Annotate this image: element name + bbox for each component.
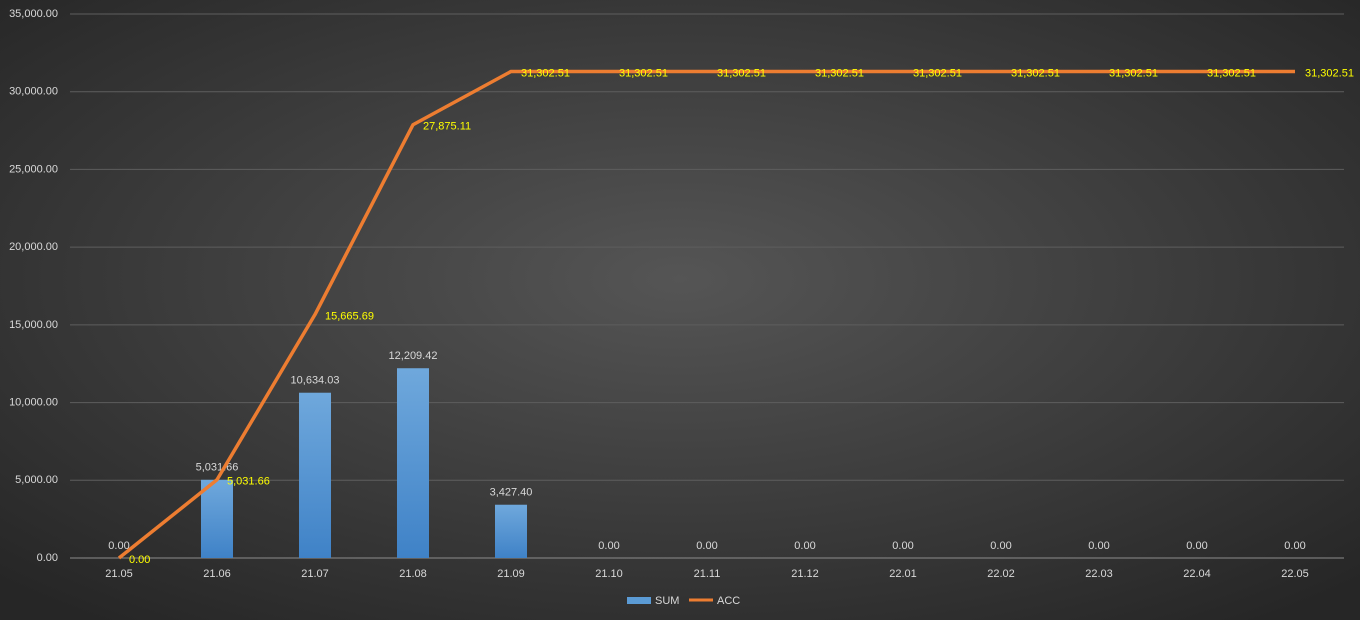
line-value-label: 31,302.51 (619, 67, 668, 79)
x-tick-label: 21.06 (203, 568, 231, 580)
bar-value-label: 10,634.03 (291, 375, 340, 387)
x-tick-label: 21.10 (595, 568, 623, 580)
bar-value-label: 0.00 (1088, 540, 1109, 552)
line-value-label: 31,302.51 (1305, 67, 1354, 79)
x-tick-label: 21.07 (301, 568, 329, 580)
bar (397, 368, 429, 558)
bar-value-label: 0.00 (1284, 540, 1305, 552)
bar-value-label: 0.00 (696, 540, 717, 552)
bar (495, 504, 527, 558)
line (117, 69, 1295, 560)
bar-value-label: 3,427.40 (490, 487, 533, 499)
y-tick-label: 0.00 (37, 552, 58, 564)
y-tick-label: 5,000.00 (15, 474, 58, 486)
y-tick-label: 25,000.00 (9, 163, 58, 175)
line-value-label: 31,302.51 (1109, 67, 1158, 79)
bar-value-label: 0.00 (892, 540, 913, 552)
bar-value-label: 12,209.42 (389, 350, 438, 362)
y-tick-label: 10,000.00 (9, 396, 58, 408)
line-value-label: 31,302.51 (1207, 67, 1256, 79)
line-value-label: 5,031.66 (227, 476, 270, 488)
line-value-label: 31,302.51 (717, 67, 766, 79)
x-tick-label: 22.04 (1183, 568, 1211, 580)
bar-value-label: 0.00 (794, 540, 815, 552)
x-tick-label: 22.02 (987, 568, 1015, 580)
legend-swatch (627, 597, 651, 604)
bar (299, 392, 331, 558)
line-value-label: 31,302.51 (521, 67, 570, 79)
bar-value-label: 0.00 (598, 540, 619, 552)
line-value-label: 31,302.51 (815, 67, 864, 79)
line-value-label: 0.00 (129, 554, 150, 566)
y-tick-label: 35,000.00 (9, 8, 58, 20)
line-value-label: 15,665.69 (325, 310, 374, 322)
line-value-label: 31,302.51 (1011, 67, 1060, 79)
x-tick-label: 22.03 (1085, 568, 1113, 580)
x-tick-label: 22.05 (1281, 568, 1309, 580)
bar-value-label: 0.00 (990, 540, 1011, 552)
x-tick-label: 22.01 (889, 568, 917, 580)
bar-value-label: 0.00 (1186, 540, 1207, 552)
y-tick-label: 15,000.00 (9, 319, 58, 331)
legend-label: SUM (655, 595, 679, 607)
x-tick-label: 21.09 (497, 568, 525, 580)
legend-label: ACC (717, 595, 740, 607)
line-value-label: 27,875.11 (423, 121, 471, 133)
bar-value-label: 0.00 (108, 540, 129, 552)
x-tick-label: 21.11 (694, 568, 721, 580)
y-tick-label: 30,000.00 (9, 86, 58, 98)
bar-value-label: 5,031.66 (196, 462, 239, 474)
x-tick-label: 21.05 (105, 568, 133, 580)
line-value-label: 31,302.51 (913, 67, 962, 79)
x-tick-label: 21.08 (399, 568, 427, 580)
y-tick-label: 20,000.00 (9, 241, 58, 253)
bar (201, 479, 233, 558)
x-tick-label: 21.12 (791, 568, 819, 580)
